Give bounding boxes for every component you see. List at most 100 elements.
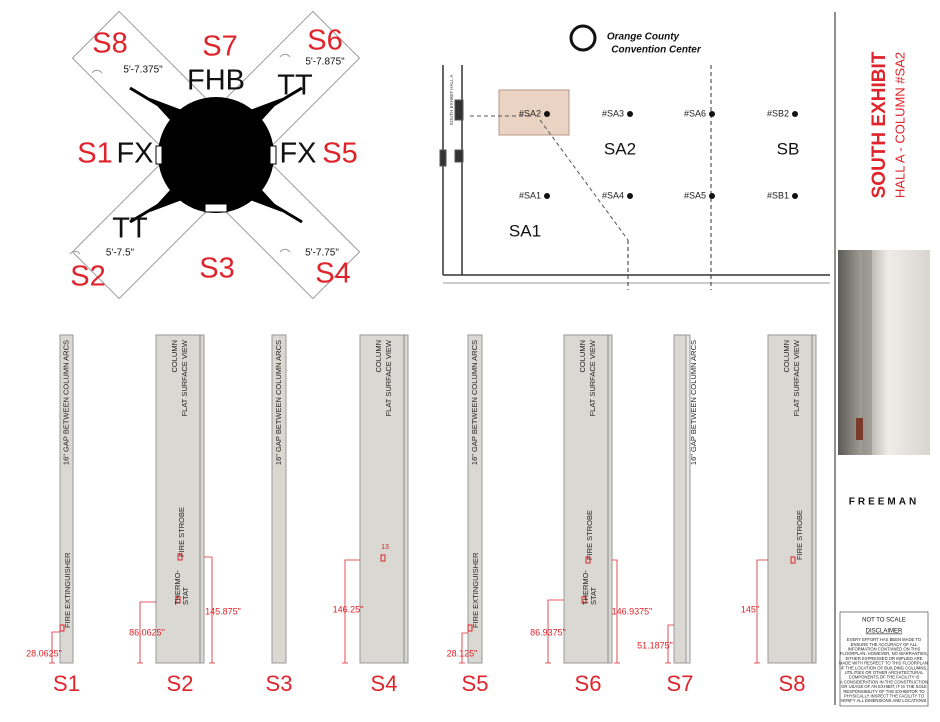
dimension-line — [204, 556, 215, 664]
elevation-label: S5 — [462, 671, 489, 696]
hall-label: SOUTH EXHIBIT HALL A — [449, 75, 454, 126]
dimension-line — [545, 599, 564, 664]
dimension-line — [665, 624, 674, 664]
fixture-label: FIRE EXTINGUISHER — [471, 552, 480, 628]
fixture-label: FIRE STROBE — [795, 510, 804, 560]
disclaimer-line: VERIFY ALL DIMENSIONS AND LOCATIONS. — [841, 698, 928, 703]
column-label: #SB2 — [767, 108, 789, 118]
logo-text: Orange County — [607, 32, 680, 43]
fixture-code: FHB — [187, 65, 245, 97]
column-marker — [544, 193, 550, 199]
side-label: S1 — [77, 138, 112, 170]
column-label: #SA1 — [519, 190, 541, 200]
view-label: 16" GAP BETWEEN COLUMN ARCS — [274, 340, 283, 465]
view-label: 16" GAP BETWEEN COLUMN ARCS — [689, 340, 698, 465]
photo — [838, 250, 930, 455]
column-label: #SB1 — [767, 190, 789, 200]
dimension-line — [612, 559, 620, 664]
column-label: #SA4 — [602, 190, 624, 200]
disclaimer-line: FLOORPLAN. HOWEVER, NO WARRANTIES, — [840, 651, 928, 656]
side-label: S3 — [199, 253, 234, 285]
view-label: COLUMN — [578, 340, 587, 373]
fixture-code: FX — [279, 138, 316, 170]
side-label: S7 — [202, 31, 237, 63]
elevation-label: S1 — [53, 671, 80, 696]
dimension-label: 51.1875" — [637, 640, 673, 650]
fixture-marker — [175, 596, 181, 604]
disclaimer-line: MADE WITH RESPECT TO THIS FLOORPLAN. — [839, 661, 929, 666]
column-panel — [563, 334, 613, 664]
column-panel — [359, 334, 409, 664]
dimension-label: 86.0625" — [129, 627, 165, 637]
measurement: 5'-7.5" — [106, 248, 135, 259]
column-marker — [792, 193, 798, 199]
dimension-line — [342, 559, 360, 664]
elevation-label: S7 — [667, 671, 694, 696]
dimension-label: 146.25" — [333, 604, 364, 614]
disclaimer-line: IF THE LOCATION OF BUILDING COLUMNS, — [841, 665, 928, 670]
disclaimer-line: UTILITIES OR OTHER ARCHITECTURAL — [845, 670, 925, 675]
disclaimer-line: INFORMATION CONTAINED ON THIS — [848, 647, 921, 652]
column-marker — [792, 111, 798, 117]
fixture-marker — [380, 554, 386, 562]
disclaimer-title: DISCLAIMER — [866, 629, 903, 635]
fixture-label: FIRE STROBE — [177, 507, 186, 557]
view-label: FLAT SURFACE VIEW — [384, 339, 393, 416]
fixture-marker — [585, 556, 591, 564]
fixture-marker — [59, 624, 65, 632]
column-panel — [467, 334, 483, 664]
dimension-label: 28.0625" — [26, 648, 62, 658]
side-label: S4 — [315, 258, 350, 290]
fixture-code: TT — [112, 213, 148, 245]
view-label: FLAT SURFACE VIEW — [792, 339, 801, 416]
view-label: 16" GAP BETWEEN COLUMN ARCS — [470, 340, 479, 465]
dimension-line — [459, 632, 468, 664]
photo-detail — [862, 250, 872, 455]
disclaimer-line: ENSURE THE ACCURACY OF ALL — [851, 642, 918, 647]
elevation-label: S8 — [779, 671, 806, 696]
column-marker — [709, 111, 715, 117]
fixture-marker — [177, 553, 183, 561]
disclaimer-line: A CONSIDERATION IN THE CONSTRUCTION — [840, 679, 928, 684]
dimension-label: 145" — [741, 604, 759, 614]
fixture-code: FX — [116, 138, 153, 170]
elevation-label: S4 — [371, 671, 398, 696]
fixture-label: FIRE STROBE — [585, 510, 594, 560]
fixture-marker — [467, 624, 473, 632]
column-panel — [59, 334, 74, 664]
fixture-label: THERMO- — [173, 570, 182, 605]
view-label: FLAT SURFACE VIEW — [180, 339, 189, 416]
fixture-marker — [790, 556, 796, 564]
dimension-label: 146.9375" — [612, 606, 653, 616]
zone-label: SA2 — [604, 139, 636, 158]
column-label: #SA3 — [602, 108, 624, 118]
view-label: COLUMN — [374, 340, 383, 373]
column-marker — [709, 193, 715, 199]
dimension-line — [49, 631, 60, 664]
column-panel — [155, 334, 205, 664]
fixture-label: THERMO- — [581, 570, 590, 605]
sidebar-title: SOUTH EXHIBIT — [869, 51, 890, 198]
side-label: S8 — [92, 28, 127, 60]
fixture-code: TT — [277, 70, 313, 102]
fixture-label: STAT — [589, 587, 598, 605]
zone-label: SB — [777, 139, 800, 158]
disclaimer-line: EVERY EFFORT HAS BEEN MADE TO — [847, 637, 922, 642]
fixture-marker — [581, 596, 587, 604]
measurement: 5'-7.375" — [123, 65, 163, 76]
disclaimer-line: PHYSICALLY INSPECT THE FACILITY TO — [844, 694, 925, 699]
measurement: 5'-7.75" — [305, 248, 339, 259]
column-marker — [544, 111, 550, 117]
column-marker — [627, 193, 633, 199]
dimension-line — [137, 601, 156, 664]
measurement: 5'-7.875" — [305, 57, 345, 68]
side-label: S5 — [322, 138, 357, 170]
column-panel — [673, 334, 687, 664]
disclaimer-box — [839, 611, 929, 707]
logo-text: Convention Center — [611, 45, 702, 56]
side-label: S6 — [307, 25, 342, 57]
column-label: #SA2 — [519, 108, 541, 118]
dimension-label: 28.125" — [447, 648, 478, 658]
column-panel-edge — [685, 334, 691, 664]
elevation-label: S6 — [575, 671, 602, 696]
